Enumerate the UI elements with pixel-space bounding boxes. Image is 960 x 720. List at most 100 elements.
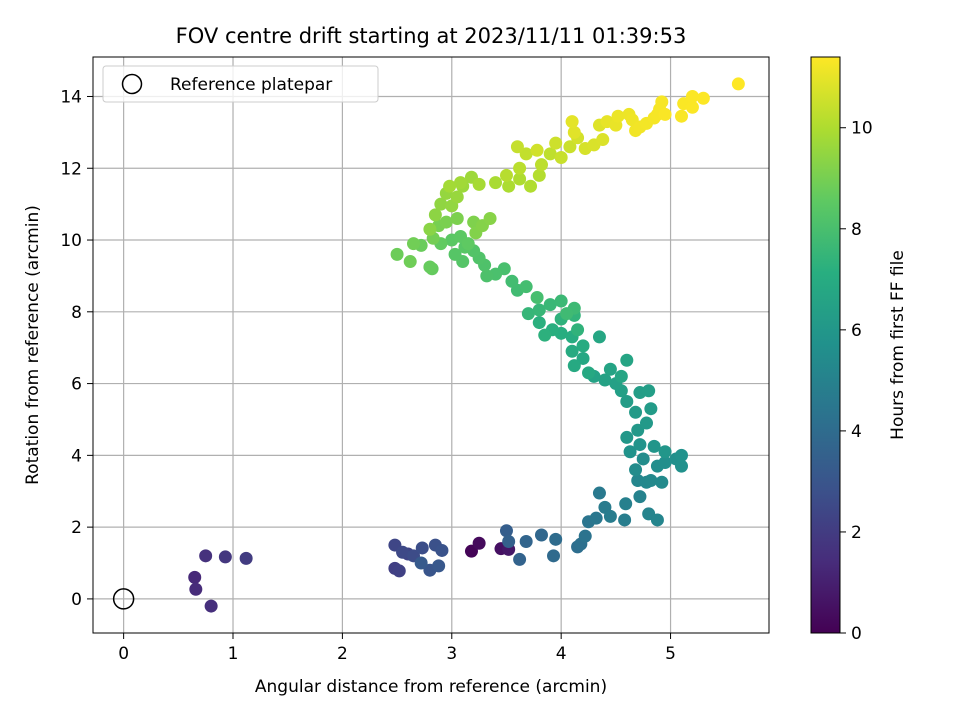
data-point: [519, 534, 533, 548]
data-point: [423, 222, 437, 236]
data-point: [549, 532, 563, 546]
data-point: [674, 448, 688, 462]
data-point: [655, 475, 669, 489]
data-point: [611, 109, 625, 123]
data-point: [538, 328, 552, 342]
data-point: [576, 351, 590, 365]
data-point: [188, 570, 202, 584]
data-point: [499, 524, 513, 538]
data-point: [502, 179, 516, 193]
data-point: [532, 168, 546, 182]
data-point: [521, 307, 535, 321]
reference-marker-layer: [112, 588, 135, 610]
data-point: [567, 125, 581, 139]
data-point: [614, 369, 628, 383]
data-point: [472, 177, 486, 191]
data-point: [189, 582, 203, 596]
plot-frame: [92, 56, 770, 634]
colorbar-ticks: 0 2 4 6 8 10: [840, 119, 873, 644]
data-point: [644, 402, 658, 416]
colorbar-tick-label: 4: [851, 422, 862, 442]
data-point: [543, 298, 557, 312]
legend-reference-marker: [121, 73, 143, 95]
data-point: [650, 513, 664, 527]
data-point: [633, 438, 647, 452]
y-axis-label: Rotation from reference (arcmin): [23, 205, 43, 485]
x-tick-label: 0: [118, 644, 129, 664]
y-tick-label: 6: [71, 375, 82, 395]
data-point: [390, 247, 404, 261]
data-point: [603, 509, 617, 523]
x-tick-label: 4: [556, 644, 567, 664]
data-point: [510, 140, 524, 154]
colorbar-gradient: [810, 56, 841, 634]
data-point: [623, 445, 637, 459]
data-point: [483, 211, 497, 225]
colorbar-tick-label: 0: [851, 624, 862, 644]
data-point: [443, 179, 457, 193]
data-point: [392, 564, 406, 578]
data-point: [532, 303, 546, 317]
legend: Reference platepar: [102, 65, 379, 103]
y-tick-label: 0: [71, 590, 82, 610]
data-point: [620, 395, 634, 409]
data-point: [578, 529, 592, 543]
colorbar-tick-label: 10: [851, 119, 873, 139]
data-point: [619, 497, 633, 511]
data-point: [647, 439, 661, 453]
data-point: [603, 362, 617, 376]
data-point: [563, 140, 577, 154]
y-tick-label: 2: [71, 518, 82, 538]
x-tick-label: 1: [228, 644, 239, 664]
data-point: [513, 552, 527, 566]
data-point: [618, 513, 632, 527]
data-point: [589, 511, 603, 525]
data-point: [596, 133, 610, 147]
grid: [93, 57, 769, 633]
data-point: [434, 197, 448, 211]
legend-box: [102, 65, 379, 103]
data-point: [620, 430, 634, 444]
colorbar-label: Hours from first FF file: [888, 250, 908, 440]
data-point: [592, 330, 606, 344]
data-point: [415, 541, 429, 555]
data-point: [502, 534, 516, 548]
data-point: [218, 550, 232, 564]
y-tick-label: 10: [60, 231, 82, 251]
y-tick-label: 14: [60, 87, 82, 107]
data-point: [403, 255, 417, 269]
data-point: [696, 91, 710, 105]
data-point: [513, 172, 527, 186]
data-point: [450, 211, 464, 225]
data-point: [461, 237, 475, 251]
data-point: [560, 307, 574, 321]
data-point: [549, 136, 563, 150]
data-point: [530, 143, 544, 157]
data-point: [629, 405, 643, 419]
data-points: [188, 77, 745, 613]
data-point: [685, 89, 699, 103]
data-point: [639, 416, 653, 430]
data-point: [513, 161, 527, 175]
data-point: [658, 107, 672, 121]
data-point: [598, 373, 612, 387]
colorbar-tick-label: 8: [851, 220, 862, 240]
data-point: [428, 208, 442, 222]
data-point: [631, 423, 645, 437]
data-point: [530, 290, 544, 304]
data-point: [644, 473, 658, 487]
chart-title: FOV centre drift starting at 2023/11/11 …: [176, 24, 687, 48]
colorbar-tick-label: 6: [851, 321, 862, 341]
colorbar: 0 2 4 6 8 10 Hours from first FF file: [810, 56, 908, 644]
data-point: [554, 150, 568, 164]
data-point: [731, 77, 745, 91]
y-tick-label: 12: [60, 159, 82, 179]
data-point: [534, 528, 548, 542]
data-point: [592, 486, 606, 500]
data-point: [534, 158, 548, 172]
data-point: [571, 323, 585, 337]
data-point: [576, 339, 590, 353]
data-point: [414, 556, 428, 570]
